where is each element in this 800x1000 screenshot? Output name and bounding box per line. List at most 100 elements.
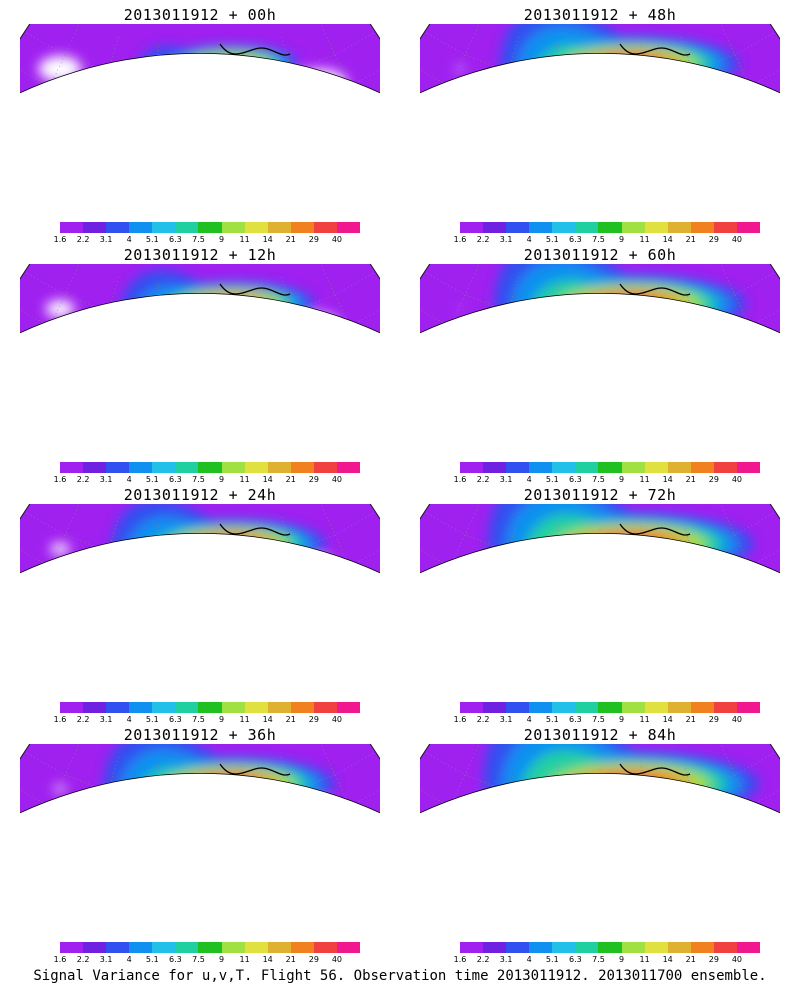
- colorbar-tick-label: 29: [308, 235, 319, 244]
- colorbar-swatch: [83, 222, 107, 233]
- colorbar-swatch: [221, 942, 245, 953]
- colorbar-tick-label: 14: [262, 475, 273, 484]
- colorbar-tick-label: 9: [218, 475, 225, 484]
- colorbar-tick-label: 6.3: [569, 475, 582, 484]
- colorbar-swatch: [483, 222, 507, 233]
- colorbar-swatch: [129, 462, 153, 473]
- colorbar-swatch: [506, 462, 530, 473]
- colorbar-tick-label: 11: [239, 235, 250, 244]
- colorbar-tick-label: 5.1: [145, 475, 159, 484]
- polar-map: [20, 264, 380, 364]
- colorbar-tick-label: 14: [662, 475, 673, 484]
- colorbar-labels: 1.6 2.2 3.1 4 5.1 6.3 7.5 9 11 14 21 29 40: [454, 715, 760, 725]
- colorbar: [460, 942, 761, 953]
- colorbar-swatch: [690, 942, 714, 953]
- colorbar-swatch: [736, 702, 761, 713]
- colorbar-tick-label: 29: [308, 955, 319, 964]
- colorbar-swatch: [460, 222, 484, 233]
- colorbar-tick-label: 21: [285, 235, 296, 244]
- colorbar-swatch: [667, 222, 691, 233]
- panel-title: 2013011912 + 24h: [123, 486, 277, 504]
- colorbar-tick-label: 2.2: [76, 715, 90, 724]
- colorbar-tick-label: 7.5: [592, 235, 605, 244]
- colorbar-swatch: [598, 462, 622, 473]
- colorbar-tick-label: 6.3: [569, 955, 582, 964]
- panel-title: 2013011912 + 84h: [523, 726, 677, 744]
- map-panel: 2013011912 + 60h 1.6 2.2 3.1 4 5.1 6.3 7.5 9 11 14…: [400, 240, 800, 485]
- map-panel: 2013011912 + 36h 1.6 2.2 3.1 4 5.1 6.3 7.5 9 11 14…: [0, 720, 400, 965]
- colorbar-swatch: [290, 462, 314, 473]
- colorbar-swatch: [336, 702, 361, 713]
- colorbar-tick-label: 40: [331, 475, 343, 484]
- colorbar-tick-label: 4: [126, 475, 132, 484]
- colorbar-tick-label: 7.5: [192, 475, 205, 484]
- colorbar-swatch: [313, 462, 337, 473]
- colorbar: [60, 462, 361, 473]
- colorbar-swatch: [575, 222, 599, 233]
- colorbar-swatch: [60, 702, 84, 713]
- colorbar-swatch: [598, 222, 622, 233]
- colorbar-swatch: [152, 942, 176, 953]
- colorbar-swatch: [267, 222, 291, 233]
- map-panel: 2013011912 + 84h 1.6 2.2 3.1 4 5.1 6.3 7.5 9 11 14…: [400, 720, 800, 965]
- colorbar-swatch: [736, 462, 761, 473]
- colorbar-swatch: [506, 702, 530, 713]
- colorbar-swatch: [290, 942, 314, 953]
- panel-title: 2013011912 + 12h: [123, 246, 277, 264]
- colorbar-swatch: [621, 942, 645, 953]
- colorbar-swatch: [106, 702, 130, 713]
- colorbar-tick-label: 3.1: [499, 955, 513, 964]
- colorbar-swatch: [152, 462, 176, 473]
- colorbar-tick-label: 11: [639, 235, 650, 244]
- colorbar-tick-label: 3.1: [499, 715, 513, 724]
- colorbar-swatch: [575, 462, 599, 473]
- colorbar-tick-label: 14: [262, 955, 273, 964]
- colorbar-swatch: [336, 462, 361, 473]
- colorbar-tick-label: 1.6: [53, 235, 67, 244]
- colorbar-tick-label: 4: [126, 715, 132, 724]
- polar-map: [420, 744, 780, 844]
- colorbar-tick-label: 9: [218, 715, 225, 724]
- colorbar-swatch: [598, 702, 622, 713]
- colorbar-swatch: [198, 702, 222, 713]
- colorbar-swatch: [129, 942, 153, 953]
- polar-map: [20, 24, 380, 124]
- colorbar-swatch: [621, 462, 645, 473]
- colorbar-tick-label: 1.6: [453, 475, 467, 484]
- colorbar-swatch: [644, 942, 668, 953]
- colorbar-swatch: [506, 942, 530, 953]
- colorbar-tick-label: 3.1: [499, 475, 513, 484]
- colorbar-tick-label: 7.5: [192, 235, 205, 244]
- colorbar-swatch: [598, 942, 622, 953]
- colorbar-swatch: [529, 222, 553, 233]
- colorbar-tick-label: 29: [708, 475, 719, 484]
- colorbar-tick-label: 7.5: [192, 955, 205, 964]
- colorbar-tick-label: 1.6: [453, 955, 467, 964]
- map-panel: 2013011912 + 12h 1.6 2.2 3.1 4 5.1 6.3 7.5 9 11 14…: [0, 240, 400, 485]
- colorbar-tick-label: 4: [526, 955, 532, 964]
- colorbar-swatch: [529, 462, 553, 473]
- colorbar-tick-label: 4: [526, 235, 532, 244]
- colorbar-tick-label: 40: [331, 955, 343, 964]
- colorbar-tick-label: 1.6: [453, 715, 467, 724]
- colorbar-swatch: [175, 702, 199, 713]
- colorbar-tick-label: 29: [708, 235, 719, 244]
- colorbar-swatch: [713, 222, 737, 233]
- colorbar-swatch: [644, 222, 668, 233]
- panel-title: 2013011912 + 36h: [123, 726, 277, 744]
- colorbar-swatch: [690, 702, 714, 713]
- colorbar-tick-label: 6.3: [169, 955, 182, 964]
- colorbar-swatch: [483, 702, 507, 713]
- colorbar-tick-label: 14: [662, 235, 673, 244]
- colorbar-swatch: [529, 702, 553, 713]
- colorbar-labels: 1.6 2.2 3.1 4 5.1 6.3 7.5 9 11 14 21 29 40: [54, 715, 360, 725]
- colorbar-labels: 1.6 2.2 3.1 4 5.1 6.3 7.5 9 11 14 21 29 40: [54, 475, 360, 485]
- colorbar-tick-label: 9: [618, 475, 625, 484]
- colorbar-swatch: [221, 462, 245, 473]
- colorbar-swatch: [60, 942, 84, 953]
- colorbar: [460, 702, 761, 713]
- colorbar-tick-label: 40: [731, 235, 743, 244]
- colorbar-swatch: [552, 702, 576, 713]
- colorbar-swatch: [290, 222, 314, 233]
- colorbar-swatch: [175, 942, 199, 953]
